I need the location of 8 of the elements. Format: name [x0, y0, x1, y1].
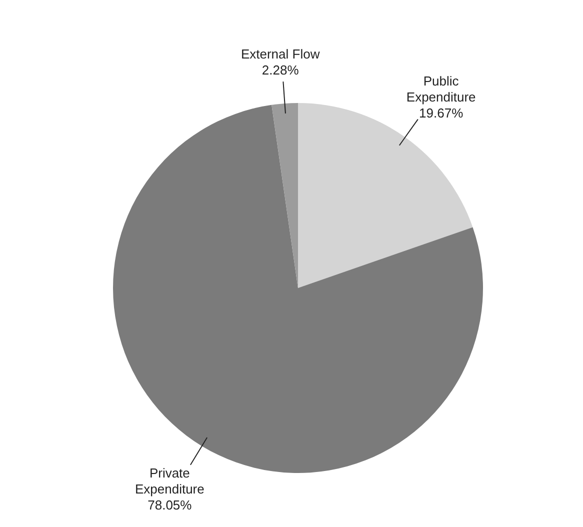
pie-slice [298, 103, 473, 288]
slice-label: Private Expenditure [134, 466, 204, 497]
slice-label: Public Expenditure [406, 73, 476, 104]
data-label: 2.28% [262, 62, 300, 78]
data-label: 78.05% [148, 498, 192, 513]
data-label: 19.67% [419, 105, 464, 120]
pie-slice [272, 103, 298, 288]
slice-label: External Flow [240, 46, 320, 62]
